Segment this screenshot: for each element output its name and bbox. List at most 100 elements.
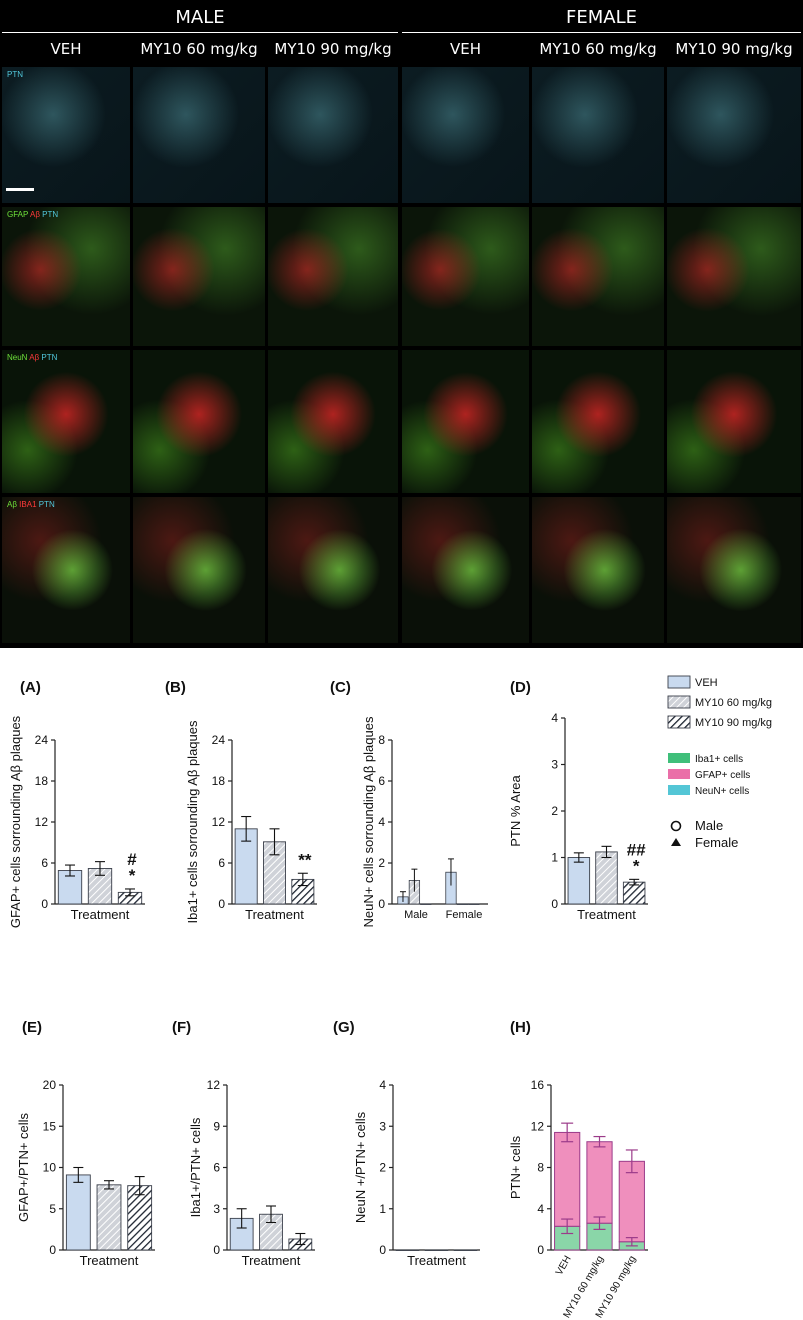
y-tick-label-d: 1 — [551, 851, 558, 865]
row-label-part: Aβ — [29, 210, 43, 219]
panel-label-d: (D) — [510, 679, 531, 696]
col-header-female-veh: VEH — [402, 34, 529, 64]
micrograph-r3-c3 — [268, 350, 398, 493]
legend-label-male: Male — [695, 818, 723, 833]
micrograph-r1-c4 — [402, 67, 529, 203]
y-tick-label-h: 4 — [537, 1202, 544, 1216]
micrograph-r3-c4 — [402, 350, 529, 493]
y-tick-label-h: 16 — [531, 1078, 545, 1092]
header-male: MALE — [2, 2, 398, 33]
row-label-part: PTN — [41, 353, 58, 362]
y-tick-label-b: 0 — [218, 897, 225, 911]
micrograph-r2-c4 — [402, 207, 529, 346]
y-tick-label-a: 12 — [35, 815, 49, 829]
col-header-female-my60: MY10 60 mg/kg — [532, 34, 664, 64]
y-tick-label-b: 12 — [212, 815, 226, 829]
y-tick-label-c: 0 — [378, 897, 385, 911]
y-axis-title-g: NeuN +/PTN+ cells — [353, 1111, 368, 1223]
row-label-part: NeuN — [7, 353, 30, 362]
y-tick-label-e: 5 — [49, 1202, 56, 1216]
bar-e-1 — [96, 1184, 122, 1251]
bar-g-0 — [395, 1249, 420, 1251]
significance-mark-a: # — [127, 850, 137, 869]
row-label-part: IBA1 — [19, 500, 39, 509]
y-tick-label-c: 4 — [378, 815, 385, 829]
microscopy-grid: MALE FEMALE VEH MY10 60 mg/kg MY10 90 mg… — [0, 0, 803, 648]
legend-swatch-cell-0 — [668, 753, 690, 763]
micrograph-r3-c5 — [532, 350, 664, 493]
y-axis-title-a: GFAP+ cells sorrounding Aβ plaques — [8, 715, 23, 928]
micrograph-r4-c5 — [532, 497, 664, 643]
bar-c-1-2 — [468, 903, 480, 905]
col-header-male-my90: MY10 90 mg/kg — [268, 34, 398, 64]
panel-label-b: (B) — [165, 679, 186, 696]
significance-mark-b: ** — [298, 850, 312, 869]
row-label-1: PTN — [7, 70, 23, 79]
micrograph-r3-c1: NeuN Aβ PTN — [2, 350, 130, 493]
micrograph-r2-c5 — [532, 207, 664, 346]
y-axis-title-h: PTN+ cells — [508, 1135, 523, 1199]
significance-mark-d: ## — [627, 840, 646, 859]
panel-label-g: (G) — [333, 1019, 355, 1036]
group-label-c: Male — [404, 909, 428, 921]
legend-swatch-cell-2 — [668, 785, 690, 795]
micrograph-r4-c4 — [402, 497, 529, 643]
row-label-2: GFAP Aβ PTN — [7, 210, 58, 219]
y-tick-label-e: 15 — [43, 1119, 57, 1133]
bar-g-1 — [424, 1249, 449, 1251]
bar-g-2 — [453, 1249, 478, 1251]
y-tick-label-f: 9 — [213, 1119, 220, 1133]
x-axis-title-f: Treatment — [242, 1253, 301, 1268]
legend-swatch-treatment-1 — [667, 695, 691, 709]
y-tick-label-a: 0 — [41, 897, 48, 911]
col-header-male-veh: VEH — [2, 34, 130, 64]
micrograph-r2-c3 — [268, 207, 398, 346]
y-tick-label-b: 24 — [212, 733, 226, 747]
legend-swatch-treatment-2 — [667, 715, 691, 729]
micrograph-r1-c2 — [133, 67, 265, 203]
micrograph-r2-c6 — [667, 207, 801, 346]
col-header-female-my90: MY10 90 mg/kg — [667, 34, 801, 64]
y-tick-label-d: 2 — [551, 804, 558, 818]
x-axis-title-d: Treatment — [577, 907, 636, 922]
micrograph-r4-c6 — [667, 497, 801, 643]
bar-d-0 — [567, 857, 591, 905]
bar-e-0 — [65, 1174, 91, 1251]
row-label-part: PTN — [38, 500, 55, 509]
legend-male-marker — [670, 820, 682, 832]
y-tick-label-h: 0 — [537, 1243, 544, 1257]
bar-gfap-h-1 — [586, 1141, 613, 1224]
y-tick-label-g: 0 — [379, 1243, 386, 1257]
y-tick-label-g: 3 — [379, 1119, 386, 1133]
row-label-4: Aβ IBA1 PTN — [7, 500, 55, 509]
row-label-part: PTN — [42, 210, 59, 219]
legend-label-treatment-2: MY10 90 mg/kg — [695, 717, 772, 729]
micrograph-r3-c6 — [667, 350, 801, 493]
y-tick-label-h: 8 — [537, 1161, 544, 1175]
micrograph-r1-c5 — [532, 67, 664, 203]
legend-swatch-treatment-0 — [667, 675, 691, 689]
micrograph-r4-c2 — [133, 497, 265, 643]
col-header-male-my60: MY10 60 mg/kg — [133, 34, 265, 64]
legend-label-cell-2: NeuN+ cells — [695, 786, 749, 797]
y-tick-label-c: 6 — [378, 774, 385, 788]
y-tick-label-g: 4 — [379, 1078, 386, 1092]
significance-mark-d: * — [633, 856, 640, 875]
legend-label-treatment-1: MY10 60 mg/kg — [695, 697, 772, 709]
panel-label-f: (F) — [172, 1019, 191, 1036]
y-tick-label-d: 0 — [551, 897, 558, 911]
y-axis-title-d: PTN % Area — [508, 774, 523, 846]
y-tick-label-f: 12 — [207, 1078, 221, 1092]
y-tick-label-a: 18 — [35, 774, 49, 788]
x-axis-title-a: Treatment — [71, 907, 130, 922]
legend-swatch-cell-1 — [668, 769, 690, 779]
header-female: FEMALE — [402, 2, 801, 33]
y-tick-label-b: 6 — [218, 856, 225, 870]
y-axis-title-b: Iba1+ cells sorrounding Aβ plaques — [185, 720, 200, 923]
y-axis-title-e: GFAP+/PTN+ cells — [16, 1112, 31, 1222]
micrograph-r3-c2 — [133, 350, 265, 493]
y-tick-label-h: 12 — [531, 1119, 545, 1133]
micrograph-r4-c1: Aβ IBA1 PTN — [2, 497, 130, 643]
bar-gfap-h-2 — [618, 1160, 645, 1243]
